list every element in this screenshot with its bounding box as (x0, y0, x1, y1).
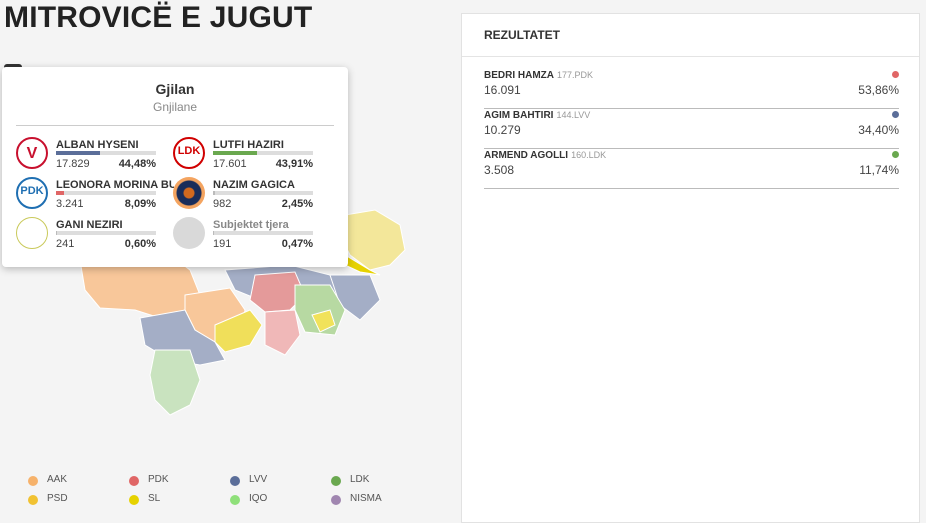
candidate-votes: 982 (213, 198, 231, 210)
candidate-name: NAZIM GAGICA (213, 179, 295, 191)
legend-label: PSD (47, 493, 68, 504)
result-percent: 11,74% (859, 163, 899, 177)
legend-label: LVV (249, 474, 267, 485)
result-list-number: 160.LDK (571, 150, 606, 160)
pdk-logo-icon: PDK (16, 177, 48, 209)
candidate-name: GANI NEZIRI (56, 219, 123, 231)
others-logo-icon (173, 217, 205, 249)
candidate-percent: 2,45% (282, 198, 313, 210)
legend-dot (230, 495, 240, 505)
candidate-item[interactable]: GANI NEZIRI 241 0,60% (16, 217, 176, 253)
vv-logo-icon: V (16, 137, 48, 169)
candidate-vote-bar-fill (213, 191, 215, 195)
ldk-logo-icon: LDK (173, 137, 205, 169)
candidate-percent: 8,09% (125, 198, 156, 210)
results-divider (462, 56, 919, 57)
candidate-vote-bar (213, 231, 313, 235)
candidate-vote-bar-fill (56, 231, 57, 235)
candidate-percent: 43,91% (276, 158, 313, 170)
candidate-vote-bar (56, 151, 156, 155)
municipality-popup: Gjilan Gnjilane V ALBAN HYSENI 17.829 44,48… (2, 67, 348, 267)
candidate-name: LUTFI HAZIRI (213, 139, 284, 151)
candidate-percent: 44,48% (119, 158, 156, 170)
legend-label: IQO (249, 493, 267, 504)
results-title: REZULTATET (484, 28, 560, 42)
map-region (150, 350, 200, 415)
legend-label: LDK (350, 474, 369, 485)
candidate-item[interactable]: PDK LEONORA MORINA BUNJAKU 3.241 8,09% (16, 177, 176, 213)
aak-logo-icon (173, 177, 205, 209)
result-votes: 3.508 (484, 163, 514, 177)
candidate-name: LEONORA MORINA BUNJAKU (56, 179, 174, 191)
candidate-vote-bar-fill (56, 151, 100, 155)
result-percent: 34,40% (858, 123, 899, 137)
candidate-vote-bar-fill (56, 191, 64, 195)
party-color-dot (892, 71, 899, 78)
popup-subtitle: Gnjilane (2, 100, 348, 114)
result-list-number: 177.PDK (557, 70, 593, 80)
candidate-votes: 17.829 (56, 158, 90, 170)
legend-dot (129, 476, 139, 486)
popup-divider (16, 125, 334, 126)
candidate-item[interactable]: NAZIM GAGICA 982 2,45% (173, 177, 333, 213)
legend-dot (28, 495, 38, 505)
result-list-number: 144.LVV (556, 110, 590, 120)
candidate-percent: 0,60% (125, 238, 156, 250)
party-color-dot (892, 111, 899, 118)
party-color-dot (892, 151, 899, 158)
candidate-item[interactable]: Subjektet tjera 191 0,47% (173, 217, 333, 253)
candidate-vote-bar (213, 151, 313, 155)
legend-dot (331, 476, 341, 486)
candidate-percent: 0,47% (282, 238, 313, 250)
legend-dot (331, 495, 341, 505)
candidate-votes: 17.601 (213, 158, 247, 170)
candidate-item[interactable]: V ALBAN HYSENI 17.829 44,48% (16, 137, 176, 173)
legend-dot (230, 476, 240, 486)
popup-title: Gjilan (2, 81, 348, 97)
legend-dot (129, 495, 139, 505)
page-title: MITROVICË E JUGUT (4, 0, 312, 36)
map-region (265, 310, 300, 355)
candidate-item[interactable]: LDK LUTFI HAZIRI 17.601 43,91% (173, 137, 333, 173)
candidate-votes: 191 (213, 238, 231, 250)
legend-label: AAK (47, 474, 67, 485)
candidate-vote-bar (56, 231, 156, 235)
candidate-vote-bar (213, 191, 313, 195)
legend-label: PDK (148, 474, 169, 485)
result-percent: 53,86% (858, 83, 899, 97)
result-votes: 10.279 (484, 123, 521, 137)
result-votes: 16.091 (484, 83, 521, 97)
candidate-votes: 3.241 (56, 198, 84, 210)
legend-label: NISMA (350, 493, 382, 504)
legend-dot (28, 476, 38, 486)
legend-label: SL (148, 493, 160, 504)
candidate-name: ALBAN HYSENI (56, 139, 139, 151)
candidate-name: Subjektet tjera (213, 219, 289, 231)
candidate-vote-bar (56, 191, 156, 195)
candidate-votes: 241 (56, 238, 74, 250)
candidate-logo-icon (16, 217, 48, 249)
candidate-vote-bar-fill (213, 151, 257, 155)
